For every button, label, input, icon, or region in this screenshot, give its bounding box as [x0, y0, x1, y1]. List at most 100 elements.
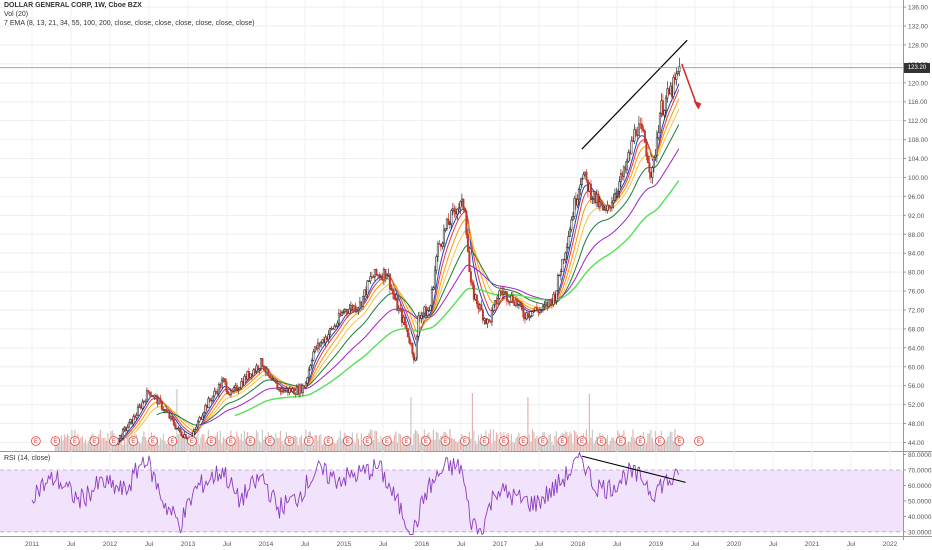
candle-body	[426, 310, 429, 316]
earnings-marker[interactable]	[674, 436, 685, 446]
candle-body	[406, 328, 409, 338]
candle-body	[192, 431, 195, 438]
candle-body	[508, 301, 511, 303]
earnings-label: E	[112, 439, 116, 445]
earnings-marker[interactable]	[167, 436, 178, 446]
earnings-label: E	[248, 439, 252, 445]
volume-bar	[606, 435, 608, 451]
earnings-marker[interactable]	[284, 436, 295, 446]
earnings-marker[interactable]	[421, 436, 431, 446]
volume-bar	[221, 443, 223, 451]
earnings-marker[interactable]	[557, 436, 568, 446]
candle-body	[519, 303, 522, 305]
earnings-marker[interactable]	[518, 436, 529, 446]
volume-bar	[167, 443, 169, 451]
earnings-marker[interactable]	[304, 436, 314, 446]
volume-bar	[264, 436, 266, 451]
volume-bar	[587, 443, 589, 451]
earnings-marker[interactable]	[577, 436, 587, 446]
time-tick-label: 2021	[805, 541, 820, 548]
earnings-marker[interactable]	[362, 436, 373, 446]
volume-bar	[297, 444, 299, 451]
candle-body	[595, 193, 598, 203]
candle-body	[216, 391, 219, 394]
candle-body	[285, 388, 288, 391]
earnings-marker[interactable]	[479, 436, 490, 446]
candle-body	[360, 301, 363, 307]
candle-body	[483, 318, 486, 321]
earnings-marker[interactable]	[538, 436, 548, 446]
earnings-marker[interactable]	[148, 436, 158, 446]
candle-body	[300, 384, 303, 393]
earnings-marker[interactable]	[635, 436, 646, 446]
candle-body	[316, 342, 319, 350]
rsi-divergence-line	[581, 455, 686, 483]
candle-body	[649, 171, 652, 178]
price-tick-label: 136.00	[908, 5, 928, 12]
price-tick-label: 88.00	[908, 232, 925, 239]
volume-bar	[669, 431, 671, 451]
candle-body	[160, 400, 163, 410]
volume-bar	[180, 437, 182, 451]
volume-bar	[614, 440, 616, 451]
candle-body	[412, 353, 415, 361]
earnings-marker[interactable]	[245, 436, 256, 446]
earnings-marker[interactable]	[128, 436, 139, 446]
earnings-marker[interactable]	[694, 436, 704, 446]
volume-bar	[630, 436, 632, 451]
volume-bar	[584, 444, 586, 451]
earnings-marker[interactable]	[109, 436, 119, 446]
earnings-marker[interactable]	[31, 436, 41, 446]
candle-body	[249, 373, 252, 378]
volume-bar	[413, 433, 415, 451]
volume-bar	[665, 440, 667, 451]
candle-body	[387, 273, 390, 276]
earnings-marker[interactable]	[440, 436, 451, 446]
candle-body	[655, 137, 658, 156]
volume-bar	[620, 444, 622, 451]
earnings-marker[interactable]	[265, 436, 275, 446]
earnings-marker[interactable]	[323, 436, 334, 446]
candle-body	[159, 397, 162, 402]
earnings-marker[interactable]	[596, 436, 607, 446]
candle-body	[606, 204, 609, 211]
earnings-marker[interactable]	[401, 436, 412, 446]
earnings-marker[interactable]	[89, 436, 100, 446]
candle-body	[394, 297, 397, 300]
earnings-marker[interactable]	[616, 436, 626, 446]
candle-body	[247, 371, 250, 378]
volume-bar	[531, 429, 533, 451]
candle-body	[361, 295, 364, 307]
candle-body	[324, 336, 327, 344]
earnings-marker[interactable]	[655, 436, 665, 446]
candle-body	[565, 247, 568, 254]
earnings-marker[interactable]	[460, 436, 470, 446]
earnings-label: E	[482, 439, 486, 445]
volume-bar	[383, 443, 385, 451]
volume-bar	[356, 432, 358, 451]
earnings-marker[interactable]	[382, 436, 392, 446]
earnings-marker[interactable]	[499, 436, 509, 446]
candle-body	[454, 211, 457, 215]
candle-body	[136, 406, 139, 416]
earnings-marker[interactable]	[226, 436, 236, 446]
volume-bar	[276, 437, 278, 451]
earnings-marker[interactable]	[50, 436, 61, 446]
candle-body	[205, 405, 208, 409]
volume-bar	[317, 440, 319, 451]
earnings-marker[interactable]	[187, 436, 197, 446]
candle-body	[522, 309, 525, 318]
earnings-marker[interactable]	[206, 436, 217, 446]
candle-body	[471, 281, 474, 286]
earnings-marker[interactable]	[343, 436, 353, 446]
candle-body	[153, 395, 156, 398]
candle-body	[279, 387, 282, 392]
candle-body	[408, 336, 411, 344]
candle-body	[208, 398, 211, 401]
candle-body	[558, 274, 561, 277]
candle-body	[130, 419, 133, 425]
candle-body	[201, 415, 204, 420]
earnings-marker[interactable]	[70, 436, 80, 446]
